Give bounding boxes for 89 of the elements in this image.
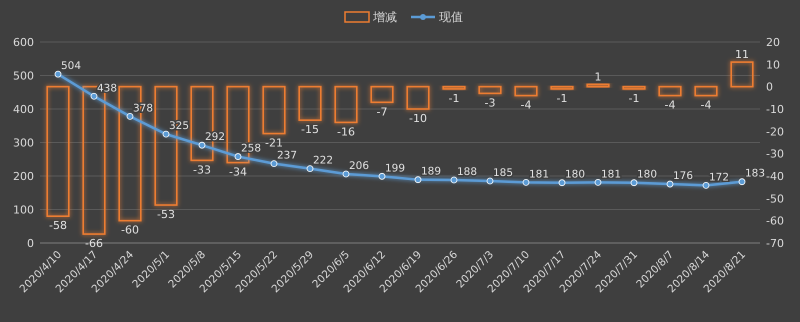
point xyxy=(522,178,530,186)
data-label: -4 xyxy=(700,98,712,112)
point xyxy=(666,180,674,188)
data-label: -34 xyxy=(229,166,247,179)
point xyxy=(450,176,458,184)
y2-tick-label: -10 xyxy=(766,103,784,116)
point xyxy=(486,178,494,184)
data-label: -10 xyxy=(409,112,427,125)
y-tick-label: 200 xyxy=(13,170,34,183)
bar xyxy=(442,86,466,90)
point xyxy=(378,172,386,180)
data-label: 180 xyxy=(565,168,586,181)
point xyxy=(558,179,566,186)
y2-tick-label: 20 xyxy=(766,36,780,49)
point xyxy=(162,130,170,138)
point xyxy=(414,176,422,184)
point xyxy=(342,170,350,178)
y2-tick-label: -40 xyxy=(766,170,784,183)
data-label: 176 xyxy=(673,170,694,182)
data-label: 199 xyxy=(385,162,406,174)
data-label: 181 xyxy=(529,168,550,180)
data-label: -1 xyxy=(628,92,640,105)
point xyxy=(90,92,98,100)
bar xyxy=(406,86,430,110)
data-label: 185 xyxy=(493,167,514,180)
data-label: -4 xyxy=(520,98,532,112)
data-label: 172 xyxy=(709,171,730,184)
data-label: -53 xyxy=(157,208,175,222)
data-label: -16 xyxy=(337,125,355,138)
point xyxy=(270,160,278,168)
data-label: 189 xyxy=(421,166,442,178)
bar xyxy=(622,86,646,90)
y-tick-label: 500 xyxy=(13,70,34,82)
data-label: 1 xyxy=(594,70,602,84)
point xyxy=(126,112,134,120)
y-tick-label: 400 xyxy=(13,103,34,116)
y2-tick-label: -30 xyxy=(766,148,784,161)
y2-tick-label: 0 xyxy=(766,80,773,94)
point xyxy=(594,178,602,186)
point xyxy=(630,179,638,186)
data-label: 180 xyxy=(637,168,658,181)
data-label: 183 xyxy=(745,168,766,180)
data-label: -66 xyxy=(85,237,103,250)
point xyxy=(54,70,62,78)
y-tick-label: 300 xyxy=(13,136,34,150)
data-label: -1 xyxy=(448,92,460,105)
data-label: 222 xyxy=(313,154,334,167)
data-label: -15 xyxy=(301,123,319,136)
bar xyxy=(658,86,682,96)
point xyxy=(234,153,242,160)
y2-tick-label: -50 xyxy=(766,192,784,206)
data-label: -7 xyxy=(376,105,388,118)
bar xyxy=(514,86,538,96)
bar xyxy=(586,84,610,88)
data-label: 237 xyxy=(277,150,298,162)
point xyxy=(198,142,206,149)
data-label: 504 xyxy=(61,60,82,72)
data-label: 206 xyxy=(349,160,370,172)
bar xyxy=(550,86,574,90)
y2-tick-label: -70 xyxy=(766,237,784,250)
data-label: -1 xyxy=(556,92,568,105)
bar xyxy=(730,61,754,88)
bar xyxy=(694,86,718,96)
data-label: -60 xyxy=(121,224,139,237)
y-tick-label: 0 xyxy=(27,237,34,250)
data-label: -58 xyxy=(49,219,67,232)
y2-tick-label: -60 xyxy=(766,214,784,228)
y2-tick-label: 10 xyxy=(766,58,780,72)
y-tick-label: 100 xyxy=(13,204,34,216)
bar xyxy=(298,86,322,121)
data-label: -4 xyxy=(664,98,676,112)
data-label: 188 xyxy=(457,166,478,178)
y-tick-label: 600 xyxy=(13,36,34,49)
data-label: 11 xyxy=(735,48,749,62)
bar xyxy=(334,86,358,124)
bar xyxy=(478,86,502,94)
bar xyxy=(46,86,70,217)
legend-label: 现值 xyxy=(439,10,463,24)
bar xyxy=(262,86,286,134)
point xyxy=(738,178,746,186)
point xyxy=(702,182,710,189)
data-label: -33 xyxy=(193,163,211,176)
y2-tick-label: -20 xyxy=(766,125,784,138)
bar xyxy=(370,86,394,104)
legend-label: 增减 xyxy=(372,10,397,24)
data-label: 181 xyxy=(601,168,622,180)
point xyxy=(306,165,314,172)
data-label: -3 xyxy=(484,96,496,110)
data-label: -21 xyxy=(265,136,283,150)
